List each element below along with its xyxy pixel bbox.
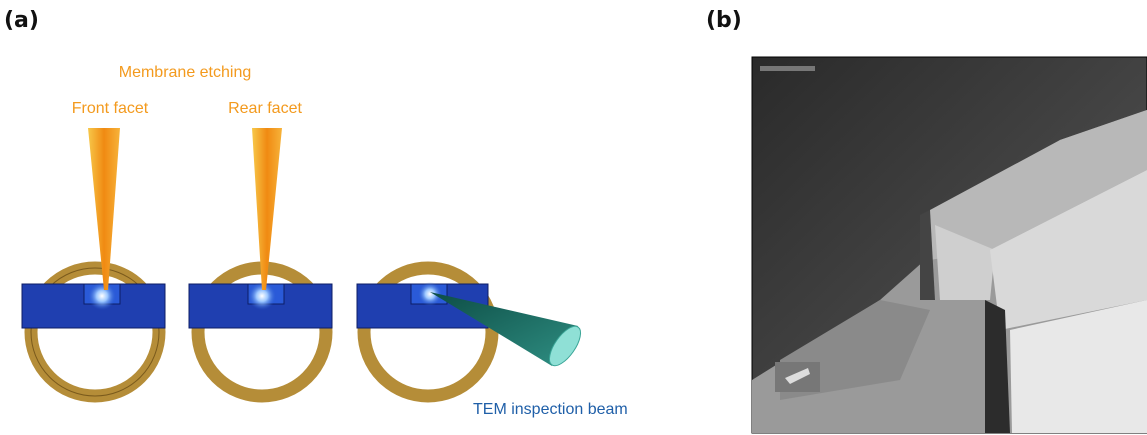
panel-label: (b)	[706, 8, 742, 33]
sem-image	[752, 57, 1147, 433]
figure: (a) (b) Membrane etching Front facet Rea…	[0, 0, 1147, 435]
panel-label: (a)	[4, 8, 39, 33]
beam-label: TEM inspection beam	[473, 401, 628, 418]
step-label: Front facet	[72, 100, 149, 117]
sample	[357, 268, 586, 396]
sample	[189, 128, 332, 396]
step-label: Rear facet	[228, 100, 302, 117]
group-label: Membrane etching	[119, 64, 252, 81]
sample	[22, 128, 165, 396]
